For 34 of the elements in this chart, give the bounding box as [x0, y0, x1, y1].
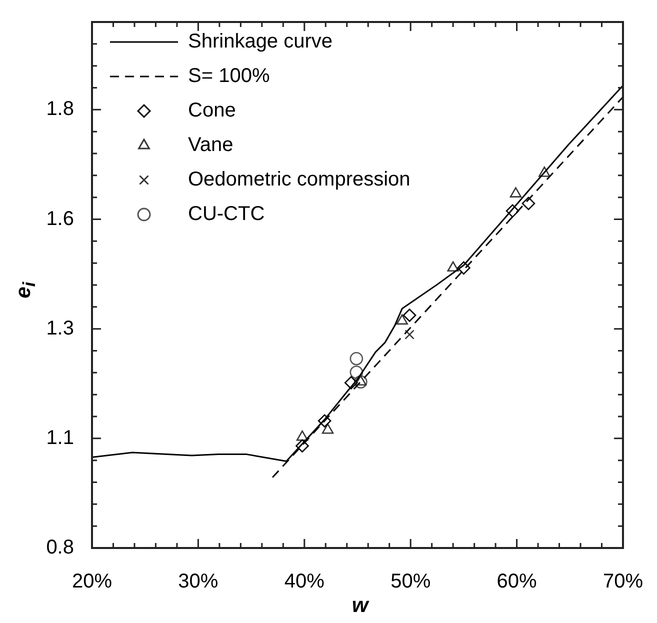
point	[447, 261, 459, 272]
point	[457, 261, 470, 275]
y-tick-label: 1.6	[46, 208, 74, 230]
y-tick-label: 1.3	[46, 317, 74, 340]
legend-label: Vane	[188, 134, 234, 156]
point	[350, 352, 364, 366]
point	[404, 330, 414, 340]
x-axis-title: w	[350, 594, 370, 618]
y-tick-label: 0.8	[46, 536, 74, 559]
point	[522, 196, 536, 210]
point	[510, 187, 522, 198]
point	[318, 414, 332, 428]
x-tick-label: 70%	[602, 570, 644, 593]
legend-label: S= 100%	[188, 65, 270, 88]
x-tick-label: 30%	[178, 570, 218, 593]
x-tick-label: 40%	[284, 570, 325, 593]
point	[402, 308, 416, 322]
x-tick-label: 20%	[72, 570, 112, 593]
x-tick-label: 60%	[496, 570, 538, 593]
point	[350, 366, 364, 379]
point	[296, 439, 309, 453]
point	[354, 375, 367, 386]
legend-label: Cone	[188, 100, 236, 122]
y-tick-label: 1.8	[46, 98, 74, 120]
x-tick-label: 50%	[390, 570, 431, 593]
point	[506, 204, 520, 218]
point	[396, 314, 408, 325]
legend-label: Oedometric compression	[188, 168, 410, 191]
legend-label: Shrinkage curve	[188, 30, 333, 53]
y-tick-label: 1.1	[46, 426, 74, 449]
point	[344, 376, 358, 390]
point	[354, 375, 368, 389]
legend-label: CU-CTC	[188, 203, 265, 226]
point	[538, 166, 550, 177]
